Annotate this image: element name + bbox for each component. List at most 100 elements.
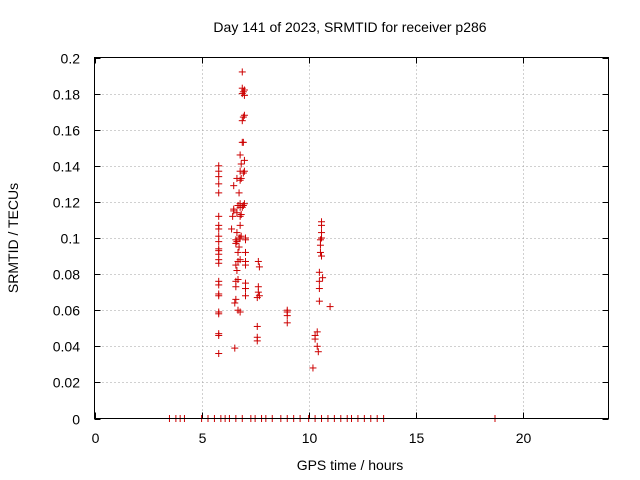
- data-point: [236, 256, 244, 264]
- data-point: [215, 189, 223, 197]
- data-point: [237, 174, 245, 182]
- data-point: [241, 292, 249, 300]
- data-point: [232, 236, 240, 244]
- data-point: [234, 276, 242, 284]
- data-point: [241, 261, 249, 269]
- data-point: [315, 277, 323, 285]
- data-point: [215, 308, 223, 316]
- y-tick-label: 0.2: [61, 51, 81, 67]
- data-point: [240, 111, 248, 119]
- y-axis-label: SRMTID / TECUs: [5, 183, 21, 293]
- data-point: [229, 212, 237, 220]
- x-tick-label: 20: [516, 430, 532, 446]
- axis-ticks: [94, 57, 609, 420]
- y-tick-label: 0.02: [53, 375, 80, 391]
- data-point: [315, 268, 323, 276]
- data-point: [215, 350, 223, 358]
- data-point: [318, 252, 326, 260]
- data-point: [228, 225, 236, 233]
- data-point: [318, 229, 326, 237]
- data-point: [315, 297, 323, 305]
- data-point: [311, 331, 319, 339]
- data-point: [239, 169, 247, 177]
- data-point: [233, 266, 241, 274]
- data-point: [254, 257, 262, 265]
- x-axis-label: GPS time / hours: [297, 457, 404, 473]
- data-point: [326, 303, 334, 311]
- data-point: [255, 292, 263, 300]
- data-point: [232, 261, 240, 269]
- y-tick-label: 0.08: [53, 267, 80, 283]
- y-tick-label: 0: [72, 412, 80, 428]
- data-point: [240, 200, 248, 208]
- data-points: [165, 68, 499, 422]
- data-point: [233, 209, 241, 217]
- y-tick-label: 0.18: [53, 87, 80, 103]
- data-point: [239, 138, 247, 146]
- data-point: [234, 248, 242, 256]
- data-point: [215, 162, 223, 170]
- x-tick-label: 0: [92, 430, 100, 446]
- data-point: [215, 212, 223, 220]
- grid-lines: [94, 57, 609, 419]
- data-point: [238, 68, 246, 76]
- data-point: [231, 299, 239, 307]
- y-tick-label: 0.04: [53, 339, 80, 355]
- data-point: [241, 236, 249, 244]
- data-point: [215, 290, 223, 298]
- data-point: [241, 248, 249, 256]
- y-tick-label: 0.16: [53, 123, 80, 139]
- data-point: [230, 205, 238, 213]
- data-point: [236, 221, 244, 229]
- data-point: [215, 330, 223, 338]
- chart-title: Day 141 of 2023, SRMTID for receiver p28…: [213, 19, 486, 35]
- data-point: [215, 232, 223, 240]
- data-point: [241, 285, 249, 293]
- data-point: [316, 248, 324, 256]
- data-point: [240, 86, 248, 94]
- data-point: [239, 88, 247, 96]
- data-point: [233, 229, 241, 237]
- data-point: [253, 322, 261, 330]
- data-point: [237, 211, 245, 219]
- plot-frame: [94, 57, 609, 419]
- data-point: [233, 238, 241, 246]
- data-point: [237, 160, 245, 168]
- data-point: [215, 180, 223, 188]
- x-tick-labels: 0 5 10 15 20: [92, 430, 532, 446]
- y-tick-labels: 0 0.02 0.04 0.06 0.08 0.1 0.12 0.14 0.16 0.18 0.2: [53, 51, 80, 428]
- data-point: [215, 277, 223, 285]
- data-point: [236, 212, 244, 220]
- y-tick-label: 0.06: [53, 303, 80, 319]
- data-point: [232, 295, 240, 303]
- x-tick-label: 10: [302, 430, 318, 446]
- data-point: [283, 306, 291, 314]
- data-point: [235, 243, 243, 251]
- data-point: [238, 117, 246, 125]
- data-point: [215, 221, 223, 229]
- data-point: [254, 283, 262, 291]
- data-point: [316, 236, 324, 244]
- data-point: [236, 308, 244, 316]
- data-point: [230, 182, 238, 190]
- data-point: [240, 156, 248, 164]
- data-point: [309, 364, 317, 372]
- data-point: [231, 344, 239, 352]
- data-point: [315, 285, 323, 293]
- data-point: [318, 218, 326, 226]
- x-tick-label: 15: [409, 430, 425, 446]
- y-tick-label: 0.14: [53, 159, 80, 175]
- data-point: [314, 348, 322, 356]
- data-point: [240, 167, 248, 175]
- data-point: [238, 203, 246, 211]
- x-tick-label: 5: [199, 430, 207, 446]
- data-point: [236, 176, 244, 184]
- data-point: [235, 189, 243, 197]
- y-tick-label: 0.12: [53, 195, 80, 211]
- data-point: [236, 151, 244, 159]
- data-point: [313, 328, 321, 336]
- y-tick-label: 0.1: [61, 231, 81, 247]
- data-point: [313, 342, 321, 350]
- data-point: [239, 113, 247, 121]
